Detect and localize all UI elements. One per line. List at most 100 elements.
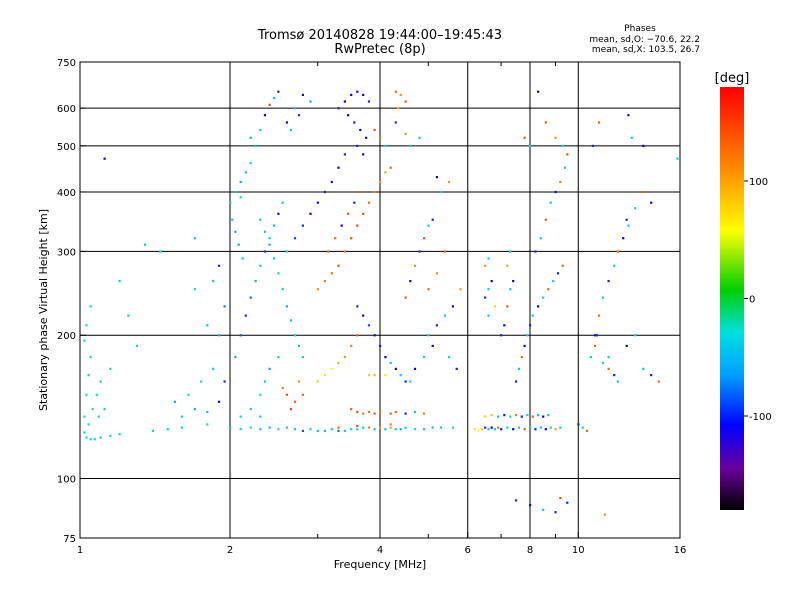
data-point (409, 380, 412, 383)
stats-title: Phases (624, 24, 656, 34)
data-point (91, 408, 94, 411)
data-point (616, 380, 619, 383)
data-point (435, 176, 438, 179)
data-point (473, 428, 476, 431)
chart-title: Tromsø 20140828 19:44:00–19:45:43 (257, 28, 503, 43)
data-point (330, 367, 333, 370)
data-point (487, 288, 490, 291)
data-point (347, 114, 350, 117)
data-point (589, 356, 593, 359)
data-point (229, 426, 232, 429)
y-tick-label: 750 (57, 58, 76, 69)
data-point (89, 356, 92, 359)
data-point (597, 314, 601, 317)
data-point (585, 429, 588, 432)
data-point (249, 426, 252, 429)
data-point (237, 243, 240, 246)
data-point (249, 296, 252, 299)
x-tick-label: 10 (572, 545, 585, 556)
data-point (559, 497, 562, 500)
data-point (373, 128, 376, 132)
data-point (350, 344, 353, 347)
data-point (217, 400, 221, 403)
data-point (601, 296, 604, 299)
data-point (503, 324, 506, 327)
data-point (537, 414, 540, 417)
data-point (503, 414, 506, 417)
data-point (413, 410, 417, 414)
data-point (422, 356, 426, 359)
data-point (323, 190, 326, 194)
data-point (404, 132, 407, 135)
data-point (249, 162, 252, 165)
data-point (301, 93, 304, 96)
data-point (520, 415, 523, 418)
data-point (268, 237, 271, 240)
data-point (289, 319, 293, 322)
data-point (103, 408, 106, 411)
data-point (373, 334, 376, 337)
x-tick-label: 16 (674, 545, 687, 556)
data-point (89, 305, 92, 308)
data-point (316, 288, 319, 291)
data-point (343, 250, 346, 253)
data-point (591, 144, 595, 147)
data-point (509, 288, 512, 291)
data-point (87, 423, 90, 426)
data-point (367, 374, 371, 377)
data-point (193, 237, 196, 240)
data-point (642, 367, 645, 370)
data-point (297, 380, 301, 383)
data-point (384, 356, 387, 359)
data-point (427, 334, 430, 337)
data-point (547, 288, 550, 291)
data-point (484, 264, 487, 267)
data-point (597, 121, 601, 124)
data-point (347, 212, 350, 215)
data-point (350, 408, 353, 411)
data-point (431, 344, 434, 347)
x-tick-label: 6 (465, 545, 471, 556)
data-point (490, 280, 493, 283)
data-point (362, 412, 365, 415)
data-point (537, 305, 540, 308)
data-point (356, 334, 359, 337)
data-point (613, 264, 616, 267)
y-tick-label: 100 (57, 475, 76, 486)
data-point (394, 121, 397, 124)
data-point (539, 426, 542, 429)
colorbar-tick-label: 100 (749, 177, 768, 188)
data-point (87, 374, 90, 377)
data-point (323, 429, 326, 432)
data-point (285, 393, 288, 396)
data-point (526, 414, 529, 417)
data-point (180, 426, 183, 429)
data-point (362, 153, 365, 156)
data-point (109, 434, 112, 437)
data-point (384, 144, 387, 147)
data-point (263, 250, 267, 253)
data-point (529, 504, 532, 507)
data-point (239, 196, 242, 199)
chart-subtitle: RwPretec (8p) (334, 42, 426, 57)
data-point (409, 144, 412, 147)
data-point (549, 426, 552, 429)
data-point (379, 344, 382, 347)
data-point (356, 305, 359, 308)
data-point (512, 280, 515, 283)
data-point (607, 367, 610, 370)
data-point (93, 438, 96, 441)
data-point (559, 180, 562, 184)
data-point (212, 280, 215, 283)
data-point (83, 415, 86, 418)
data-point (484, 426, 487, 429)
data-point (367, 410, 371, 414)
data-point (249, 136, 252, 139)
data-point (404, 426, 407, 429)
data-point (427, 224, 430, 227)
data-point (487, 314, 490, 317)
data-point (297, 344, 301, 347)
data-point (389, 423, 392, 426)
data-point (301, 224, 304, 227)
data-point (500, 428, 503, 431)
